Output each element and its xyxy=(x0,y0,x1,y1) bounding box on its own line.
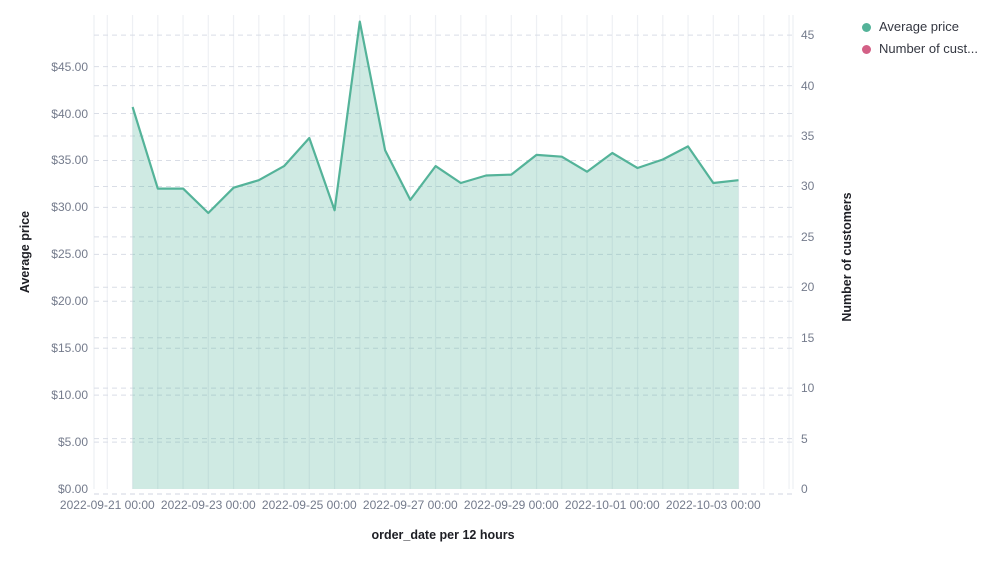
left-axis-tick-label: $30.00 xyxy=(51,200,88,215)
left-axis-title: Average price xyxy=(18,210,32,294)
left-axis-tick-label: $45.00 xyxy=(51,59,88,74)
right-axis-tick-label: 5 xyxy=(801,431,808,446)
right-axis-tick-label: 10 xyxy=(801,381,815,396)
left-axis-tick-label: $0.00 xyxy=(57,482,88,496)
x-axis-tick-label: 2022-09-21 00:00 xyxy=(59,498,155,512)
right-axis-tick-label: 45 xyxy=(801,28,815,43)
x-axis-tick-label: 2022-09-29 00:00 xyxy=(463,498,559,512)
right-axis-tick-label: 40 xyxy=(801,78,815,93)
left-axis-tick-label: $5.00 xyxy=(57,435,88,450)
x-axis-tick-label: 2022-09-27 00:00 xyxy=(362,498,458,512)
right-axis-tick-label: 30 xyxy=(801,179,815,194)
x-axis-title: order_date per 12 hours xyxy=(371,528,515,542)
legend-item[interactable]: Average price xyxy=(862,18,978,36)
legend: Average price Number of cust... xyxy=(862,18,978,58)
series-line xyxy=(131,20,739,215)
right-axis-tick-label: 20 xyxy=(801,280,815,295)
right-axis-tick-label: 0 xyxy=(801,482,808,496)
left-axis-tick-label: $15.00 xyxy=(51,341,88,356)
legend-dot-icon xyxy=(862,44,871,54)
left-axis-tick-label: $20.00 xyxy=(51,294,88,309)
left-axis-tick-label: $35.00 xyxy=(51,153,88,168)
legend-dot-icon xyxy=(862,22,871,32)
left-axis-tick-label: $25.00 xyxy=(51,247,88,262)
right-axis-tick-label: 25 xyxy=(801,229,815,244)
legend-label: Number of cust... xyxy=(879,41,978,56)
right-axis-tick-label: 35 xyxy=(801,129,815,144)
legend-item[interactable]: Number of cust... xyxy=(862,40,978,58)
x-axis-tick-label: 2022-09-25 00:00 xyxy=(261,498,357,512)
left-axis-tick-label: $10.00 xyxy=(51,388,88,403)
right-axis-title: Number of customers xyxy=(840,192,854,322)
legend-label: Average price xyxy=(879,19,959,34)
x-axis-tick-label: 2022-10-03 00:00 xyxy=(665,498,761,512)
x-axis-tick-label: 2022-09-23 00:00 xyxy=(160,498,256,512)
x-axis-tick-label: 2022-10-01 00:00 xyxy=(564,498,660,512)
series-area xyxy=(132,21,739,489)
left-axis-tick-label: $40.00 xyxy=(51,106,88,121)
right-axis-tick-label: 15 xyxy=(801,330,815,345)
